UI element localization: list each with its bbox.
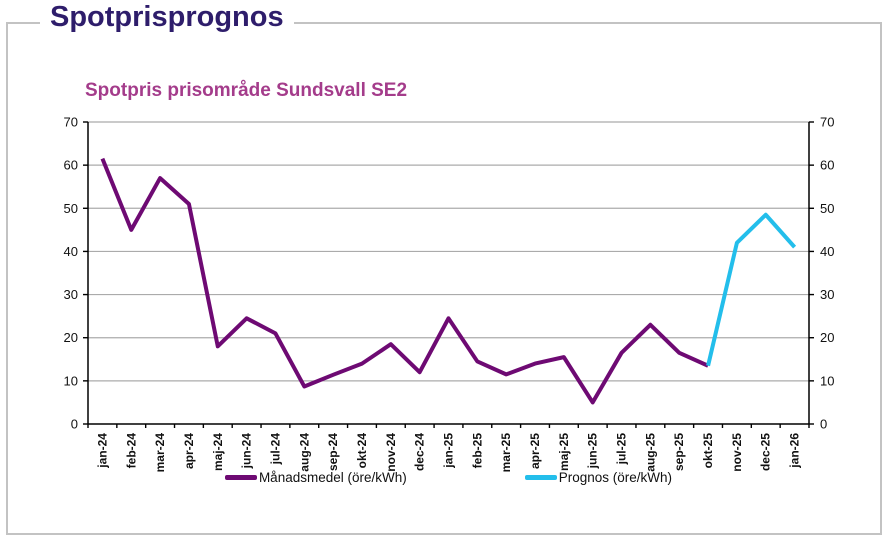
y-axis-label-left: 20 <box>64 330 78 345</box>
x-axis-label: maj-24 <box>211 433 225 471</box>
legend-item: Månadsmedel (öre/kWh) <box>224 470 407 485</box>
x-axis-label: jan-25 <box>442 433 456 469</box>
y-axis-label-right: 40 <box>820 244 834 259</box>
series-line <box>100 157 709 405</box>
x-axis-label: okt-24 <box>355 433 369 469</box>
legend-item: Prognos (öre/kWh) <box>524 470 673 485</box>
x-axis-label: jul-25 <box>615 433 629 466</box>
y-axis-label-left: 10 <box>64 373 78 388</box>
x-axis-label: feb-24 <box>124 433 138 469</box>
page-title: Spotprisprognos <box>40 1 294 34</box>
x-axis-label: aug-25 <box>643 433 657 472</box>
x-axis-label: jan-24 <box>95 433 109 469</box>
y-axis-label-right: 30 <box>820 287 834 302</box>
x-axis-label: aug-24 <box>297 433 311 472</box>
y-axis-label-left: 40 <box>64 244 78 259</box>
x-axis-label: jan-26 <box>788 433 802 469</box>
x-axis-label: apr-24 <box>182 433 196 469</box>
x-axis-label: okt-25 <box>701 433 715 469</box>
x-axis-label: maj-25 <box>557 433 571 471</box>
x-axis-label: dec-25 <box>759 433 773 471</box>
y-axis-label-right: 20 <box>820 330 834 345</box>
legend-swatch <box>524 475 557 480</box>
chart-legend: Månadsmedel (öre/kWh) Prognos (öre/kWh) <box>88 470 809 485</box>
y-axis-label-right: 50 <box>820 201 834 216</box>
x-axis-label: mar-24 <box>153 433 167 473</box>
y-axis-label-left: 30 <box>64 287 78 302</box>
y-axis-label-right: 0 <box>820 417 827 432</box>
x-axis-label: jun-25 <box>586 433 600 470</box>
series-line <box>706 212 797 367</box>
x-axis-label: apr-25 <box>528 433 542 469</box>
y-axis-label-left: 70 <box>64 115 78 130</box>
y-axis-label-left: 50 <box>64 201 78 216</box>
y-axis-label-right: 10 <box>820 373 834 388</box>
x-axis-label: feb-25 <box>470 433 484 469</box>
legend-label: Månadsmedel (öre/kWh) <box>258 470 407 485</box>
legend-label: Prognos (öre/kWh) <box>558 470 673 485</box>
y-axis-label-right: 70 <box>820 115 834 130</box>
x-axis-label: sep-24 <box>326 433 340 471</box>
legend-swatch <box>224 475 257 480</box>
x-axis-label: jun-24 <box>240 433 254 470</box>
x-axis-label: nov-25 <box>730 433 744 472</box>
x-axis-label: mar-25 <box>499 433 513 473</box>
chart-title: Spotpris prisområde Sundsvall SE2 <box>85 80 408 101</box>
x-axis-label: sep-25 <box>672 433 686 471</box>
y-axis-label-right: 60 <box>820 158 834 173</box>
y-axis-label-left: 60 <box>64 158 78 173</box>
y-axis-label-left: 0 <box>71 417 78 432</box>
x-axis-label: jul-24 <box>268 433 282 466</box>
chart-groupbox <box>6 22 882 535</box>
x-axis-label: nov-24 <box>384 433 398 472</box>
x-axis-label: dec-24 <box>413 433 427 471</box>
